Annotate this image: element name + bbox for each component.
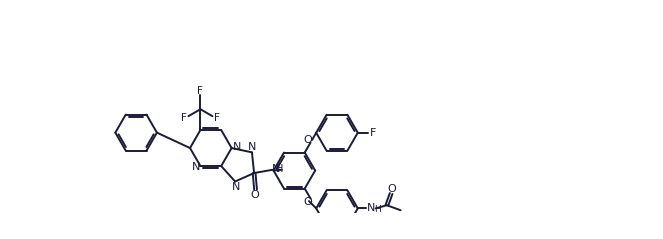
- Text: F: F: [371, 128, 377, 138]
- Text: N: N: [233, 142, 241, 152]
- Text: H: H: [374, 205, 381, 214]
- Text: N: N: [271, 164, 280, 174]
- Text: H: H: [276, 164, 283, 174]
- Text: F: F: [181, 113, 187, 123]
- Text: O: O: [388, 184, 396, 194]
- Text: O: O: [304, 135, 312, 145]
- Text: F: F: [213, 113, 219, 123]
- Text: N: N: [367, 203, 375, 213]
- Text: O: O: [251, 190, 259, 200]
- Text: N: N: [248, 142, 256, 152]
- Text: N: N: [192, 162, 200, 172]
- Text: N: N: [231, 182, 240, 192]
- Text: O: O: [303, 197, 312, 207]
- Text: F: F: [198, 86, 204, 96]
